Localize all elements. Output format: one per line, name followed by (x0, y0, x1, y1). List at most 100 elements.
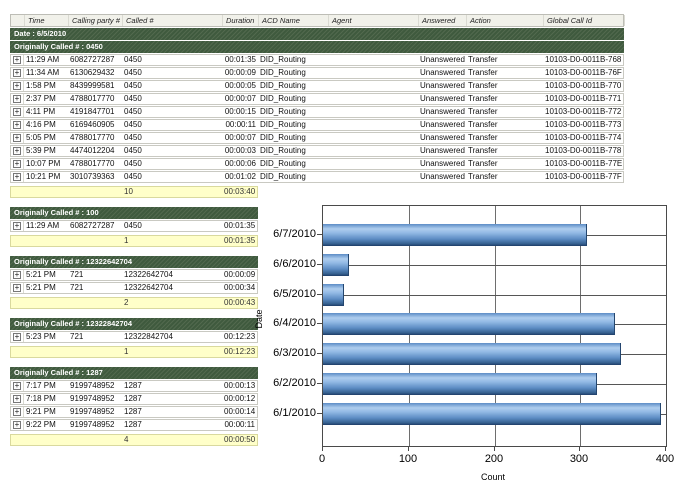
expand-cell: + (11, 55, 24, 65)
group-header-label: Originally Called # : 12322642704 (14, 257, 132, 266)
cell-duration: 00:00:06 (224, 159, 256, 168)
summary-call-count: 10 (124, 187, 133, 196)
cell-called-number: 12322842704 (124, 332, 173, 341)
summary-total-duration: 00:03:40 (224, 187, 256, 196)
cell-calling-party: 6169460905 (70, 120, 115, 129)
summary-spacer (68, 298, 122, 308)
expand-cell: + (11, 94, 24, 104)
expand-cell: + (11, 81, 24, 91)
cell-called-number: 0450 (124, 107, 142, 116)
expand-row-button[interactable]: + (13, 107, 21, 116)
expand-row-button[interactable]: + (13, 68, 21, 77)
expand-row-button[interactable]: + (13, 81, 21, 90)
chart-x-axis-title: Count (480, 472, 506, 482)
cell-calling-party: 4191847701 (70, 107, 115, 116)
cell-action: Transfer (468, 172, 498, 181)
cell-action: Transfer (468, 68, 498, 77)
x-tick-label: 100 (398, 453, 418, 465)
cell-global-call-id: 10103-D0-0011B-771 (545, 94, 622, 103)
x-tick-mark (408, 446, 409, 451)
cell-duration: 00:00:14 (224, 407, 256, 416)
y-tick-mark (317, 294, 322, 295)
summary-total-duration: 00:12:23 (224, 347, 256, 356)
expand-row-button[interactable]: + (13, 159, 21, 168)
expand-row-button[interactable]: + (13, 221, 21, 230)
summary-spacer (24, 236, 68, 246)
expand-row-button[interactable]: + (13, 283, 21, 292)
table-row: +7:18 PM 9199748952 1287 00:00:12 (10, 393, 258, 405)
cell-acd-name: DID_Routing (260, 159, 306, 168)
group-header: Originally Called # : 100 (10, 207, 258, 219)
group-header-label: Originally Called # : 0450 (14, 42, 103, 51)
table-header-row: Time Calling party # Called # Duration ACD N… (10, 14, 625, 27)
table-row: +5:21 PM 721 12322642704 00:00:09 (10, 269, 258, 281)
group-header: Originally Called # : 12322842704 (10, 318, 258, 330)
cell-action: Transfer (468, 81, 498, 90)
cell-global-call-id: 10103-D0-0011B-774 (545, 133, 622, 142)
y-tick-label: 6/4/2010 (273, 317, 316, 329)
cell-global-call-id: 10103-D0-0011B-768 (545, 55, 622, 64)
cell-calling-party: 9199748952 (70, 394, 115, 403)
cell-time: 9:22 PM (26, 420, 56, 429)
table-row: +5:05 PM 4788017770 0450 00:00:07 DID_Routin… (10, 132, 624, 144)
table-row: +11:34 AM 6130629432 0450 00:00:09 DID_Routi… (10, 67, 624, 79)
expand-row-button[interactable]: + (13, 332, 21, 341)
cell-duration: 00:00:07 (224, 133, 256, 142)
cell-agent (328, 159, 418, 169)
expand-row-button[interactable]: + (13, 420, 21, 429)
cell-called-number: 0450 (124, 94, 142, 103)
cell-answered: Unanswered (420, 68, 465, 77)
date-group-header: Date : 6/5/2010 (10, 28, 624, 40)
cell-acd-name: DID_Routing (260, 107, 306, 116)
cell-global-call-id: 10103-D0-0011B-77E (545, 159, 623, 168)
header-cell-expand (11, 15, 25, 26)
cell-global-call-id: 10103-D0-0011B-772 (545, 107, 622, 116)
cell-calling-party: 4788017770 (70, 159, 115, 168)
table-row: +9:21 PM 9199748952 1287 00:00:14 (10, 406, 258, 418)
cell-agent (328, 146, 418, 156)
expand-cell: + (11, 133, 24, 143)
expand-cell: + (11, 172, 24, 182)
cell-called-number: 0450 (124, 159, 142, 168)
column-header-time: Time (25, 15, 69, 26)
cell-time: 4:16 PM (26, 120, 56, 129)
expand-row-button[interactable]: + (13, 55, 21, 64)
expand-row-button[interactable]: + (13, 270, 21, 279)
cell-duration: 00:00:07 (224, 94, 256, 103)
expand-row-button[interactable]: + (13, 407, 21, 416)
cell-calling-party: 4788017770 (70, 133, 115, 142)
y-tick-mark (317, 264, 322, 265)
group-header: Originally Called # : 0450 (10, 41, 624, 53)
expand-row-button[interactable]: + (13, 94, 21, 103)
cell-acd-name: DID_Routing (260, 55, 306, 64)
expand-row-button[interactable]: + (13, 120, 21, 129)
cell-action: Transfer (468, 55, 498, 64)
table-row: +10:21 PM 3010739363 0450 00:01:02 DID_Routi… (10, 171, 624, 183)
cell-calling-party: 721 (70, 283, 84, 292)
expand-row-button[interactable]: + (13, 172, 21, 181)
cell-action: Transfer (468, 107, 498, 116)
expand-row-button[interactable]: + (13, 381, 21, 390)
expand-row-button[interactable]: + (13, 394, 21, 403)
expand-cell: + (11, 159, 24, 169)
cell-acd-name: DID_Routing (260, 133, 306, 142)
cell-calling-party: 6130629432 (70, 68, 115, 77)
y-tick-label: 6/1/2010 (273, 407, 316, 419)
group-header-label: Originally Called # : 1287 (14, 368, 103, 377)
table-row: +5:21 PM 721 12322642704 00:00:34 (10, 282, 258, 294)
cell-duration: 00:00:12 (224, 394, 256, 403)
summary-spacer (11, 435, 24, 445)
expand-cell: + (11, 107, 24, 117)
expand-row-button[interactable]: + (13, 146, 21, 155)
summary-spacer (68, 187, 122, 197)
cell-time: 11:29 AM (26, 221, 60, 230)
calls-by-date-chart: Count Date 6/7/2010 6/6/2010 6/5/2010 6/4/2… (254, 195, 676, 485)
cell-answered: Unanswered (420, 172, 465, 181)
cell-time: 7:17 PM (26, 381, 56, 390)
table-row: +5:23 PM 721 12322842704 00:12:23 (10, 331, 258, 343)
cell-answered: Unanswered (420, 133, 465, 142)
report-group: Originally Called # : 12322642704 +5:21 P… (10, 256, 624, 309)
expand-row-button[interactable]: + (13, 133, 21, 142)
cell-duration: 00:00:03 (224, 146, 256, 155)
y-tick-label: 6/5/2010 (273, 288, 316, 300)
